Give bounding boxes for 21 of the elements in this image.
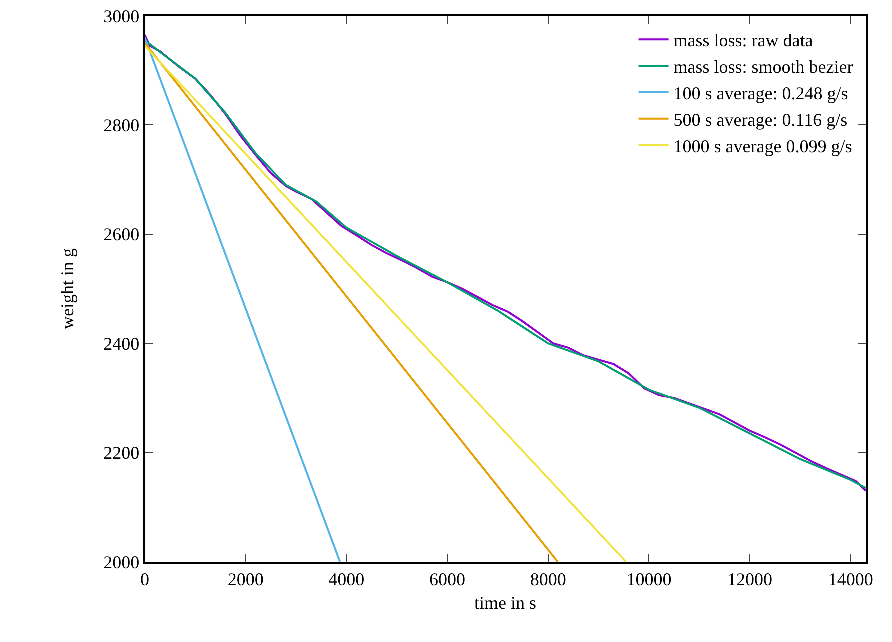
legend-label: 100 s average: 0.248 g/s [674, 83, 848, 104]
x-tick-label: 10000 [626, 569, 672, 590]
y-tick-label: 3000 [104, 6, 140, 26]
y-tick-label: 2000 [104, 552, 140, 572]
x-tick-label: 8000 [530, 569, 566, 590]
legend-label: 1000 s average 0.099 g/s [674, 136, 852, 156]
x-tick-label: 6000 [430, 569, 466, 590]
x-tick-label: 14000 [828, 569, 874, 590]
x-tick-label: 0 [140, 569, 150, 590]
legend-label: 500 s average: 0.116 g/s [674, 110, 848, 130]
x-tick-label: 2000 [228, 569, 264, 590]
y-tick-label: 2600 [104, 224, 140, 245]
legend-label: mass loss: smooth bezier [674, 57, 854, 78]
y-tick-label: 2400 [104, 334, 140, 354]
y-tick-label: 2800 [104, 116, 140, 136]
x-axis-title: time in s [474, 592, 536, 613]
y-tick-label: 2200 [104, 443, 140, 464]
x-tick-label: 4000 [328, 569, 365, 590]
y-axis-title: weight in g [57, 248, 78, 330]
legend-label: mass loss: raw data [674, 30, 814, 51]
x-tick-label: 12000 [728, 569, 773, 590]
